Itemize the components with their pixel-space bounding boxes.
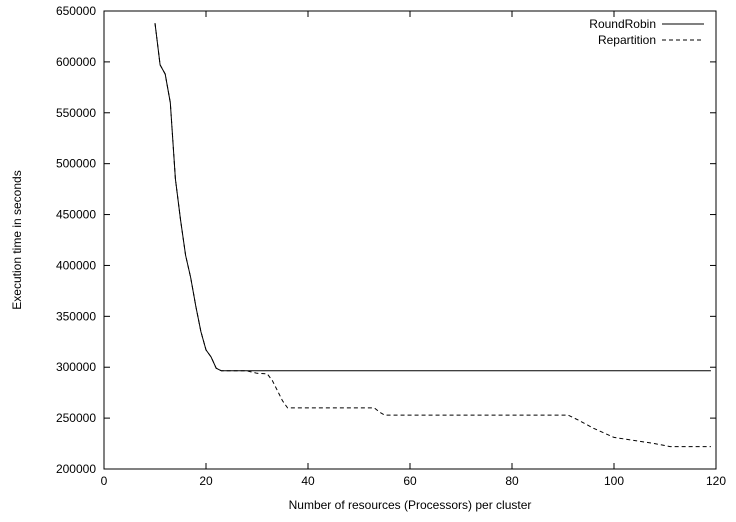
series-layer — [154, 23, 711, 448]
y-axis-label: Execution time in seconds — [10, 170, 24, 309]
y-tick-label: 200000 — [56, 462, 96, 476]
y-tick-label: 600000 — [56, 55, 96, 69]
legend-label: RoundRobin — [589, 17, 656, 31]
x-tick-label: 120 — [706, 474, 726, 488]
x-tick-label: 60 — [403, 474, 417, 488]
x-tick-label: 0 — [101, 474, 108, 488]
y-tick-label: 300000 — [56, 360, 96, 374]
series-line-roundrobin — [154, 23, 711, 372]
x-tick-label: 80 — [505, 474, 519, 488]
legend: RoundRobin Repartition — [589, 17, 704, 47]
x-tick-label: 20 — [199, 474, 213, 488]
x-tick-label: 100 — [604, 474, 624, 488]
y-tick-label: 500000 — [56, 157, 96, 171]
tick-layer: 0 20 40 60 80 100 120 200000 250000 300000 350000 4… — [56, 4, 726, 488]
y-tick-label: 350000 — [56, 309, 96, 323]
plot-frame — [103, 10, 717, 470]
y-tick-label: 550000 — [56, 106, 96, 120]
y-tick-label: 400000 — [56, 258, 96, 272]
y-tick-label: 250000 — [56, 411, 96, 425]
y-tick-label: 650000 — [56, 4, 96, 18]
y-tick-label: 450000 — [56, 208, 96, 222]
legend-label: Repartition — [598, 33, 656, 47]
series-line-repartition — [154, 23, 711, 448]
x-axis-label: Number of resources (Processors) per clu… — [289, 498, 532, 512]
x-tick-label: 40 — [301, 474, 315, 488]
